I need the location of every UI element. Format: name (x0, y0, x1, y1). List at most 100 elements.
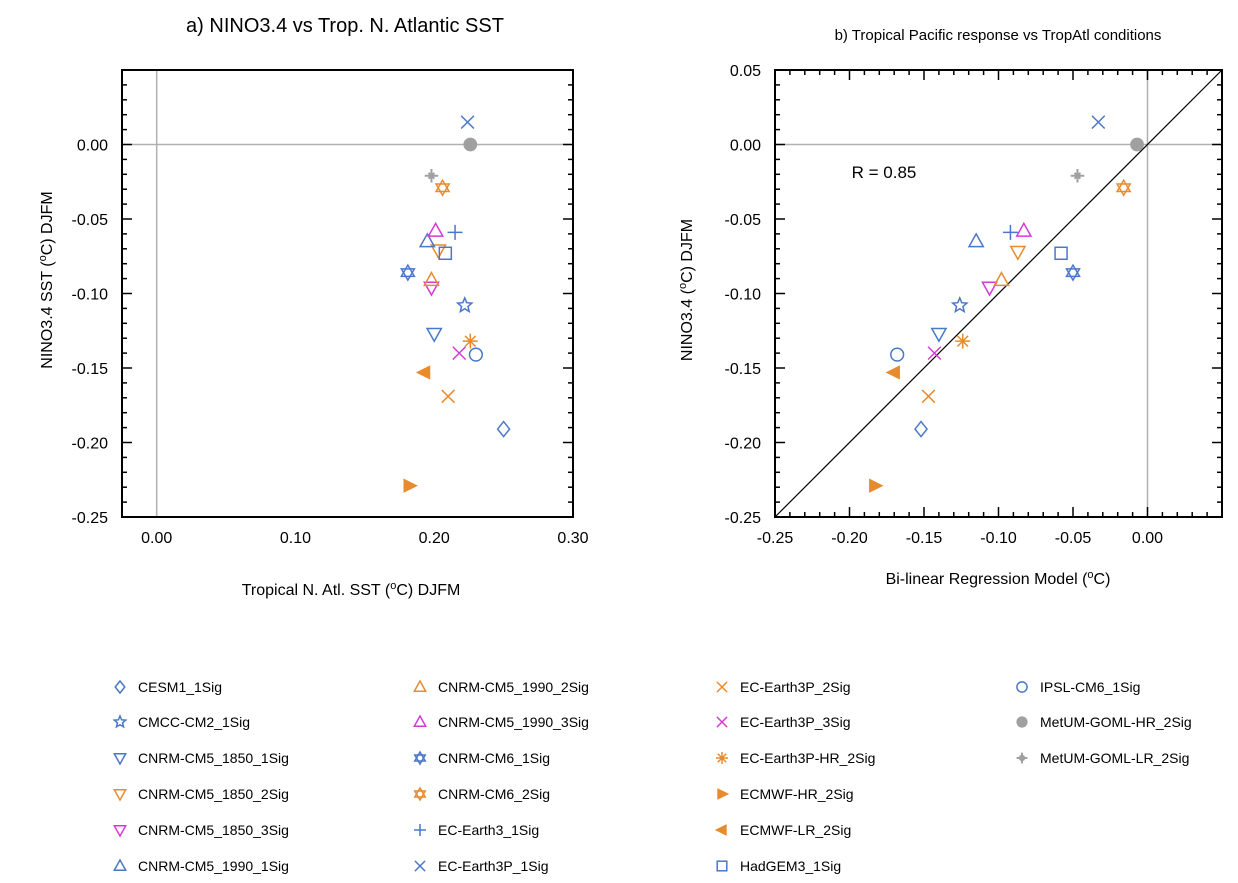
legend-label: MetUM-GOML-LR_2Sig (1040, 750, 1189, 766)
panel-a-point-ipsl-cm6-1sig (468, 347, 483, 362)
panel-b-ytick-label: -0.20 (725, 436, 762, 453)
panel-a-point-ecmwf-hr-2sig (403, 478, 418, 493)
legend-item-ec-earth3p-1sig: EC-Earth3P_1Sig (414, 858, 549, 874)
legend-label: ECMWF-HR_2Sig (740, 786, 854, 802)
panel-a-point-cnrm-cm6-1sig-part (400, 263, 416, 278)
legend-label: EC-Earth3P_3Sig (740, 714, 851, 730)
legend-item-cnrm-cm5-1990-3sig: CNRM-CM5_1990_3Sig (413, 714, 589, 730)
panel-a-point-cmcc-cm2-1sig (455, 295, 474, 314)
panel-a-ytick-label: -0.15 (72, 361, 109, 378)
legend-marker-ec-earth3p-2sig (716, 681, 728, 693)
panel-a-title: a) NINO3.4 vs Trop. N. Atlantic SST (186, 15, 504, 37)
panel-a-point-cnrm-cm6-1sig (400, 263, 416, 282)
panel-b-xtick-label: -0.10 (980, 530, 1017, 547)
legend-marker-cnrm-cm6-1sig (413, 750, 427, 766)
legend-label: CESM1_1Sig (138, 679, 222, 695)
panel-a-ytick-label: -0.10 (72, 287, 109, 304)
panel-b-point-ec-earth3p-2sig (921, 389, 936, 404)
legend-label: CNRM-CM6_1Sig (438, 750, 550, 766)
legend-marker-cmcc-cm2-1sig (112, 714, 128, 729)
panel-a-ylabel: NINO3.4 SST (oC) DJFM (37, 191, 56, 368)
panel-b-ytick-label: 0.00 (730, 138, 761, 155)
panel-a-reference-lines (122, 70, 573, 517)
panel-b-ytick-label: -0.10 (725, 287, 762, 304)
panel-a-point-ecmwf-lr-2sig (415, 365, 431, 380)
legend-label: EC-Earth3_1Sig (438, 822, 539, 838)
legend-item-ec-earth3p-hr-2sig: EC-Earth3P-HR_2Sig (716, 750, 875, 766)
panel-a-point-ec-earth3p-1sig (460, 115, 475, 130)
legend-marker-cnrm-cm6-2sig-part (413, 786, 427, 798)
panel-a-frame (121, 69, 574, 518)
panel-a-point-cnrm-cm6-1sig-part (400, 268, 416, 282)
panel-a-xtick-label: 0.10 (280, 530, 311, 547)
panel-b-one-to-one-line (774, 69, 1223, 518)
panel-a-ytick-label: -0.05 (72, 212, 109, 229)
panel-b-point-cnrm-cm6-2sig (1115, 178, 1132, 197)
legend-item-cnrm-cm5-1850-2sig: CNRM-CM5_1850_2Sig (113, 786, 289, 802)
panel-a-point-cesm1-1sig (496, 420, 511, 438)
panel-b-point-cnrm-cm5-1990-1sig (967, 232, 985, 248)
panel-b-point-ec-earth3p-3sig (927, 346, 942, 361)
legend-marker-cnrm-cm6-2sig (413, 786, 427, 802)
legend-marker-ipsl-cm6-1sig (1016, 681, 1028, 693)
legend-label: IPSL-CM6_1Sig (1040, 679, 1140, 695)
panel-b-point-metum-goml-hr-2sig (1130, 137, 1144, 152)
legend-marker-cnrm-cm6-1sig-part (413, 750, 427, 762)
panel-b-correlation-annotation: R = 0.85 (852, 163, 917, 182)
legend-marker-metum-goml-lr-2sig (1016, 752, 1028, 764)
legend-label: CMCC-CM2_1Sig (138, 714, 250, 730)
legend-label: CNRM-CM6_2Sig (438, 786, 550, 802)
panel-a-xlabel: Tropical N. Atl. SST (oC) DJFM (242, 580, 461, 599)
legend-item-ipsl-cm6-1sig: IPSL-CM6_1Sig (1016, 679, 1140, 695)
panel-b-point-cnrm-cm5-1990-2sig (993, 271, 1010, 287)
legend-marker-ecmwf-hr-2sig (717, 788, 730, 800)
panel-b-point-metum-goml-lr-2sig (1070, 169, 1085, 183)
panel-a-point-ec-earth3p-2sig (441, 389, 456, 404)
legend-label: CNRM-CM5_1850_3Sig (138, 822, 289, 838)
legend-marker-ecmwf-lr-2sig (714, 824, 727, 836)
panel-a: a) NINO3.4 vs Trop. N. Atlantic SST 0.00… (37, 15, 589, 599)
legend-marker-ec-earth3p-3sig (716, 716, 728, 728)
panel-b-reference-lines (774, 69, 1223, 518)
legend-label: CNRM-CM5_1850_1Sig (138, 750, 289, 766)
panel-b-ytick-label: -0.25 (725, 510, 762, 527)
panel-b: b) Tropical Pacific response vs TropAtl … (677, 27, 1223, 588)
panel-a-point-cnrm-cm5-1990-1sig (418, 232, 436, 248)
legend-marker-ec-earth3p-hr-2sig (716, 752, 728, 764)
legend-label: EC-Earth3P_1Sig (438, 858, 549, 874)
legend-marker-ec-earth3p-1sig (414, 860, 426, 872)
panel-a-point-cnrm-cm5-1850-2sig (429, 244, 447, 260)
legend-marker-hadgem3-1sig (716, 860, 728, 872)
legend-marker-metum-goml-hr-2sig (1016, 716, 1028, 728)
legend-label: HadGEM3_1Sig (740, 858, 841, 874)
legend-marker-cnrm-cm5-1990-1sig (113, 858, 127, 871)
panel-b-point-cnrm-cm6-2sig-part (1115, 183, 1132, 197)
panel-b-xtick-label: -0.05 (1055, 530, 1092, 547)
panel-b-ytick-label: -0.05 (725, 212, 762, 229)
panel-b-point-cnrm-cm5-1990-3sig (1015, 221, 1033, 237)
panel-a-point-cnrm-cm5-1850-3sig (423, 281, 440, 297)
panel-b-point-cnrm-cm5-1850-2sig (1009, 245, 1027, 261)
panel-a-point-cnrm-cm6-2sig-part (434, 178, 451, 193)
panel-b-points (869, 115, 1144, 493)
panel-a-xtick-label: 0.20 (419, 530, 450, 547)
legend-item-cnrm-cm5-1990-1sig: CNRM-CM5_1990_1Sig (113, 858, 289, 874)
panel-b-xtick-label: -0.15 (906, 530, 943, 547)
legend-label: MetUM-GOML-HR_2Sig (1040, 714, 1192, 730)
panel-a-point-ec-earth3-1sig (447, 224, 463, 240)
panel-b-point-hadgem3-1sig (1054, 246, 1068, 261)
legend-marker-cnrm-cm5-1850-2sig (113, 789, 127, 802)
legend-item-ecmwf-hr-2sig: ECMWF-HR_2Sig (717, 786, 854, 802)
legend-label: CNRM-CM5_1990_3Sig (438, 714, 589, 730)
panel-a-ytick-label: 0.00 (77, 138, 108, 155)
legend-item-ec-earth3p-3sig: EC-Earth3P_3Sig (716, 714, 851, 730)
legend-label: CNRM-CM5_1990_2Sig (438, 679, 589, 695)
legend-marker-cnrm-cm6-2sig-part (413, 790, 427, 802)
panel-a-point-cnrm-cm6-2sig-part (434, 183, 451, 197)
panel-b-point-cnrm-cm6-1sig (1065, 263, 1081, 282)
panel-a-point-cnrm-cm5-1990-3sig (427, 221, 445, 237)
legend-label: ECMWF-LR_2Sig (740, 822, 851, 838)
panel-b-point-cnrm-cm5-1850-1sig (930, 327, 948, 343)
legend-item-cmcc-cm2-1sig: CMCC-CM2_1Sig (112, 714, 250, 730)
